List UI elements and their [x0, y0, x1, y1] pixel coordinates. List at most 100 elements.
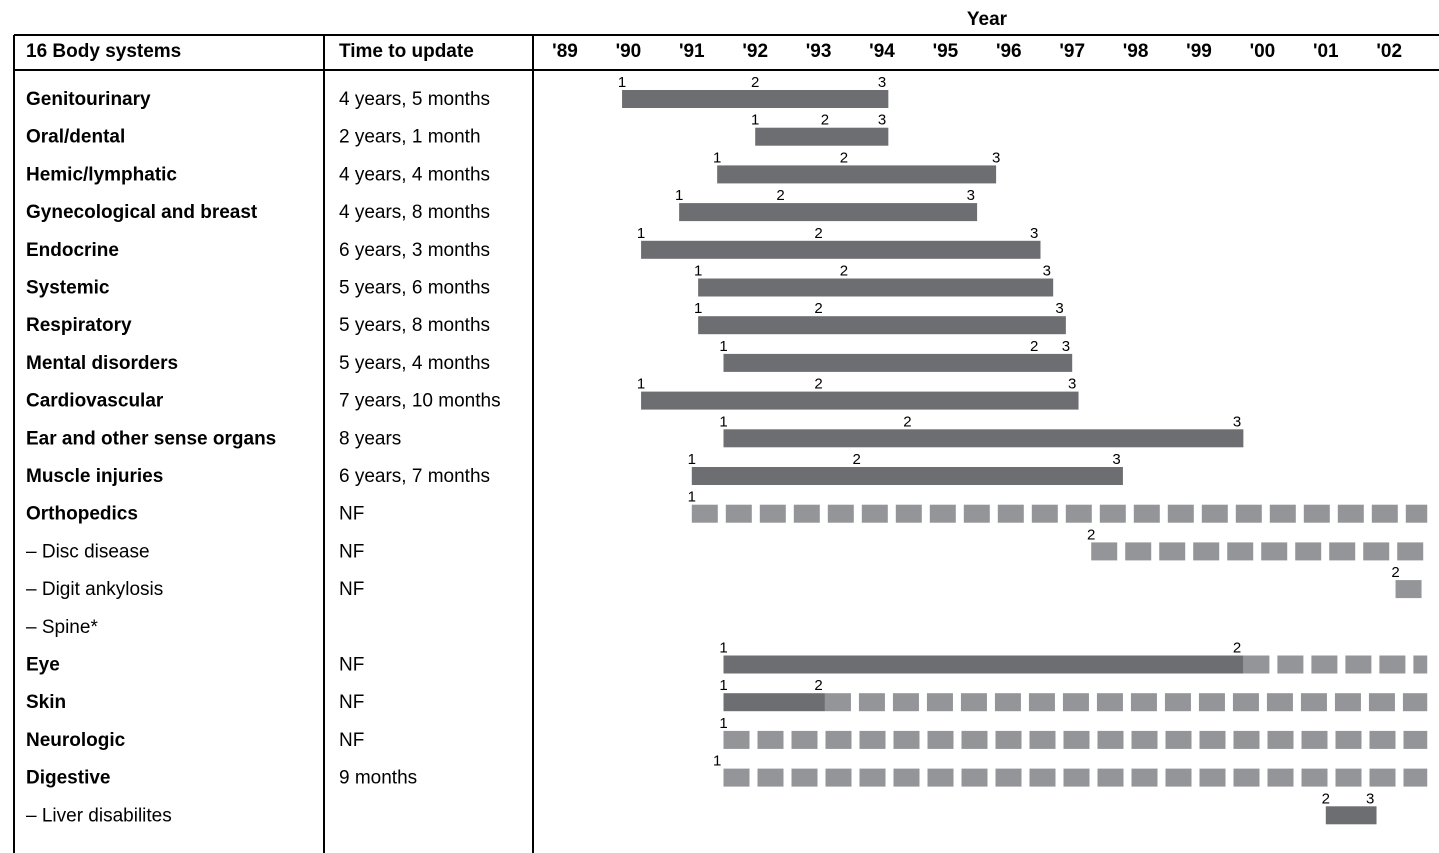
- gantt-bar-dash: [1368, 693, 1395, 712]
- milestone-label: 1: [719, 413, 727, 430]
- gantt-bar-dash: [895, 504, 922, 523]
- milestone-label: 3: [1062, 338, 1070, 355]
- gantt-bar-dash: [1091, 542, 1118, 561]
- gantt-bar-solid: [698, 316, 1066, 335]
- gantt-bar-dash: [1335, 768, 1362, 787]
- gantt-bar-dash: [1405, 504, 1428, 523]
- milestone-label: 3: [1112, 451, 1120, 468]
- gantt-bar-dash: [1233, 768, 1260, 787]
- table-row: Endocrine 6 years, 3 months 1 2 3: [26, 225, 1041, 261]
- gantt-bar-dash: [858, 693, 885, 712]
- milestone-label: 2: [840, 263, 848, 280]
- gantt-bar-dash: [827, 504, 854, 523]
- year-tick-label: '92: [742, 41, 768, 62]
- row-label: Eye: [26, 655, 60, 676]
- table-row: – Digit ankylosis NF 2: [26, 564, 1422, 600]
- gantt-bar-dash: [1269, 504, 1296, 523]
- row-label: Digestive: [26, 768, 110, 789]
- table-row: Skin NF 1 2: [26, 677, 1428, 713]
- row-time-to-update: 2 years, 1 month: [339, 127, 481, 148]
- gantt-bar-dash: [1403, 768, 1428, 787]
- gantt-bar-dash: [995, 730, 1022, 749]
- gantt-bar-dash: [1065, 504, 1092, 523]
- gantt-bar-dash: [793, 504, 820, 523]
- gantt-bar-dash: [961, 768, 988, 787]
- gantt-bar-dash: [725, 504, 752, 523]
- year-axis-title: Year: [967, 9, 1008, 30]
- gantt-bar-dash: [1130, 693, 1157, 712]
- gantt-bar-dash: [1363, 542, 1390, 561]
- gantt-bar-dash: [1266, 693, 1293, 712]
- milestone-label: 1: [637, 376, 645, 393]
- gantt-bar-dash: [1235, 504, 1262, 523]
- row-label: Gynecological and breast: [26, 202, 258, 223]
- gantt-bar-dash: [759, 504, 786, 523]
- milestone-label: 1: [694, 300, 702, 317]
- gantt-bar-dash: [961, 730, 988, 749]
- gantt-bar-solid: [723, 429, 1244, 448]
- gantt-bar-dash: [723, 730, 750, 749]
- gantt-bar-dash: [1402, 693, 1428, 712]
- gantt-bar-solid: [755, 127, 889, 146]
- row-label: Orthopedics: [26, 504, 138, 525]
- milestone-label: 1: [637, 225, 645, 242]
- gantt-bar-dash: [1345, 655, 1372, 674]
- table-row: Oral/dental 2 years, 1 month 1 2 3: [26, 112, 889, 148]
- milestone-label: 1: [713, 149, 721, 166]
- gantt-bar-dash: [1311, 655, 1338, 674]
- milestone-label: 2: [821, 112, 829, 129]
- gantt-bar-dash: [995, 768, 1022, 787]
- year-tick-labels: '89 '90 '91 '92 '93 '94 '95 '96 '97 '98 '99 '00 '01 '…: [552, 41, 1402, 62]
- row-label: Endocrine: [26, 240, 119, 261]
- gantt-bar-dash: [997, 504, 1024, 523]
- row-label: Hemic/lymphatic: [26, 164, 177, 185]
- milestone-label: 2: [1322, 790, 1330, 807]
- milestone-label: 1: [719, 640, 727, 657]
- gantt-bar-dash: [893, 768, 920, 787]
- year-tick-label: '98: [1123, 41, 1149, 62]
- row-label: – Digit ankylosis: [26, 579, 163, 600]
- milestone-label: 1: [719, 677, 727, 694]
- table-row: Respiratory 5 years, 8 months 1 2 3: [26, 300, 1066, 336]
- gantt-bar-dash: [1063, 768, 1090, 787]
- table-row: – Disc disease NF 2: [26, 526, 1424, 562]
- gantt-bar-dash: [1261, 542, 1288, 561]
- gantt-bar-dash: [1337, 504, 1364, 523]
- milestone-label: 3: [1233, 413, 1241, 430]
- gantt-bar-dash: [1133, 504, 1160, 523]
- year-tick-label: '96: [996, 41, 1022, 62]
- gantt-bar-dash: [1335, 730, 1362, 749]
- gantt-bar-dash: [824, 693, 851, 712]
- year-tick-label: '90: [616, 41, 642, 62]
- table-row: Systemic 5 years, 6 months 1 2 3: [26, 263, 1054, 299]
- milestone-label: 3: [967, 187, 975, 204]
- milestone-label: 1: [688, 489, 696, 506]
- row-time-to-update: 5 years, 6 months: [339, 278, 490, 299]
- milestone-label: 2: [814, 300, 822, 317]
- gantt-bar-dash: [1131, 768, 1158, 787]
- table-rules: [13, 34, 1439, 853]
- gantt-bar-solid: [691, 467, 1123, 485]
- gantt-bar-dash: [691, 504, 718, 523]
- row-time-to-update: NF: [339, 730, 364, 751]
- milestone-label: 1: [751, 112, 759, 129]
- table-row: – Liver disabilites 2 3: [26, 790, 1377, 826]
- table-row: Orthopedics NF 1: [26, 489, 1428, 525]
- row-time-to-update: 4 years, 4 months: [339, 164, 490, 185]
- milestone-label: 2: [776, 187, 784, 204]
- row-label: Skin: [26, 692, 66, 713]
- year-tick-label: '95: [933, 41, 959, 62]
- year-tick-label: '00: [1250, 41, 1276, 62]
- gantt-bar-dash: [1277, 655, 1304, 674]
- milestone-label: 2: [814, 677, 822, 694]
- gantt-bar-dash: [1397, 542, 1424, 561]
- gantt-bar-dash: [1099, 504, 1126, 523]
- row-label: – Liver disabilites: [26, 805, 172, 826]
- gantt-bar-dash: [1193, 542, 1220, 561]
- row-time-to-update: 8 years: [339, 428, 401, 449]
- gantt-bar-dash: [1029, 768, 1056, 787]
- year-tick-label: '91: [679, 41, 705, 62]
- table-row: Muscle injuries 6 years, 7 months 1 2 3: [26, 451, 1123, 487]
- gantt-bar-dash: [929, 504, 956, 523]
